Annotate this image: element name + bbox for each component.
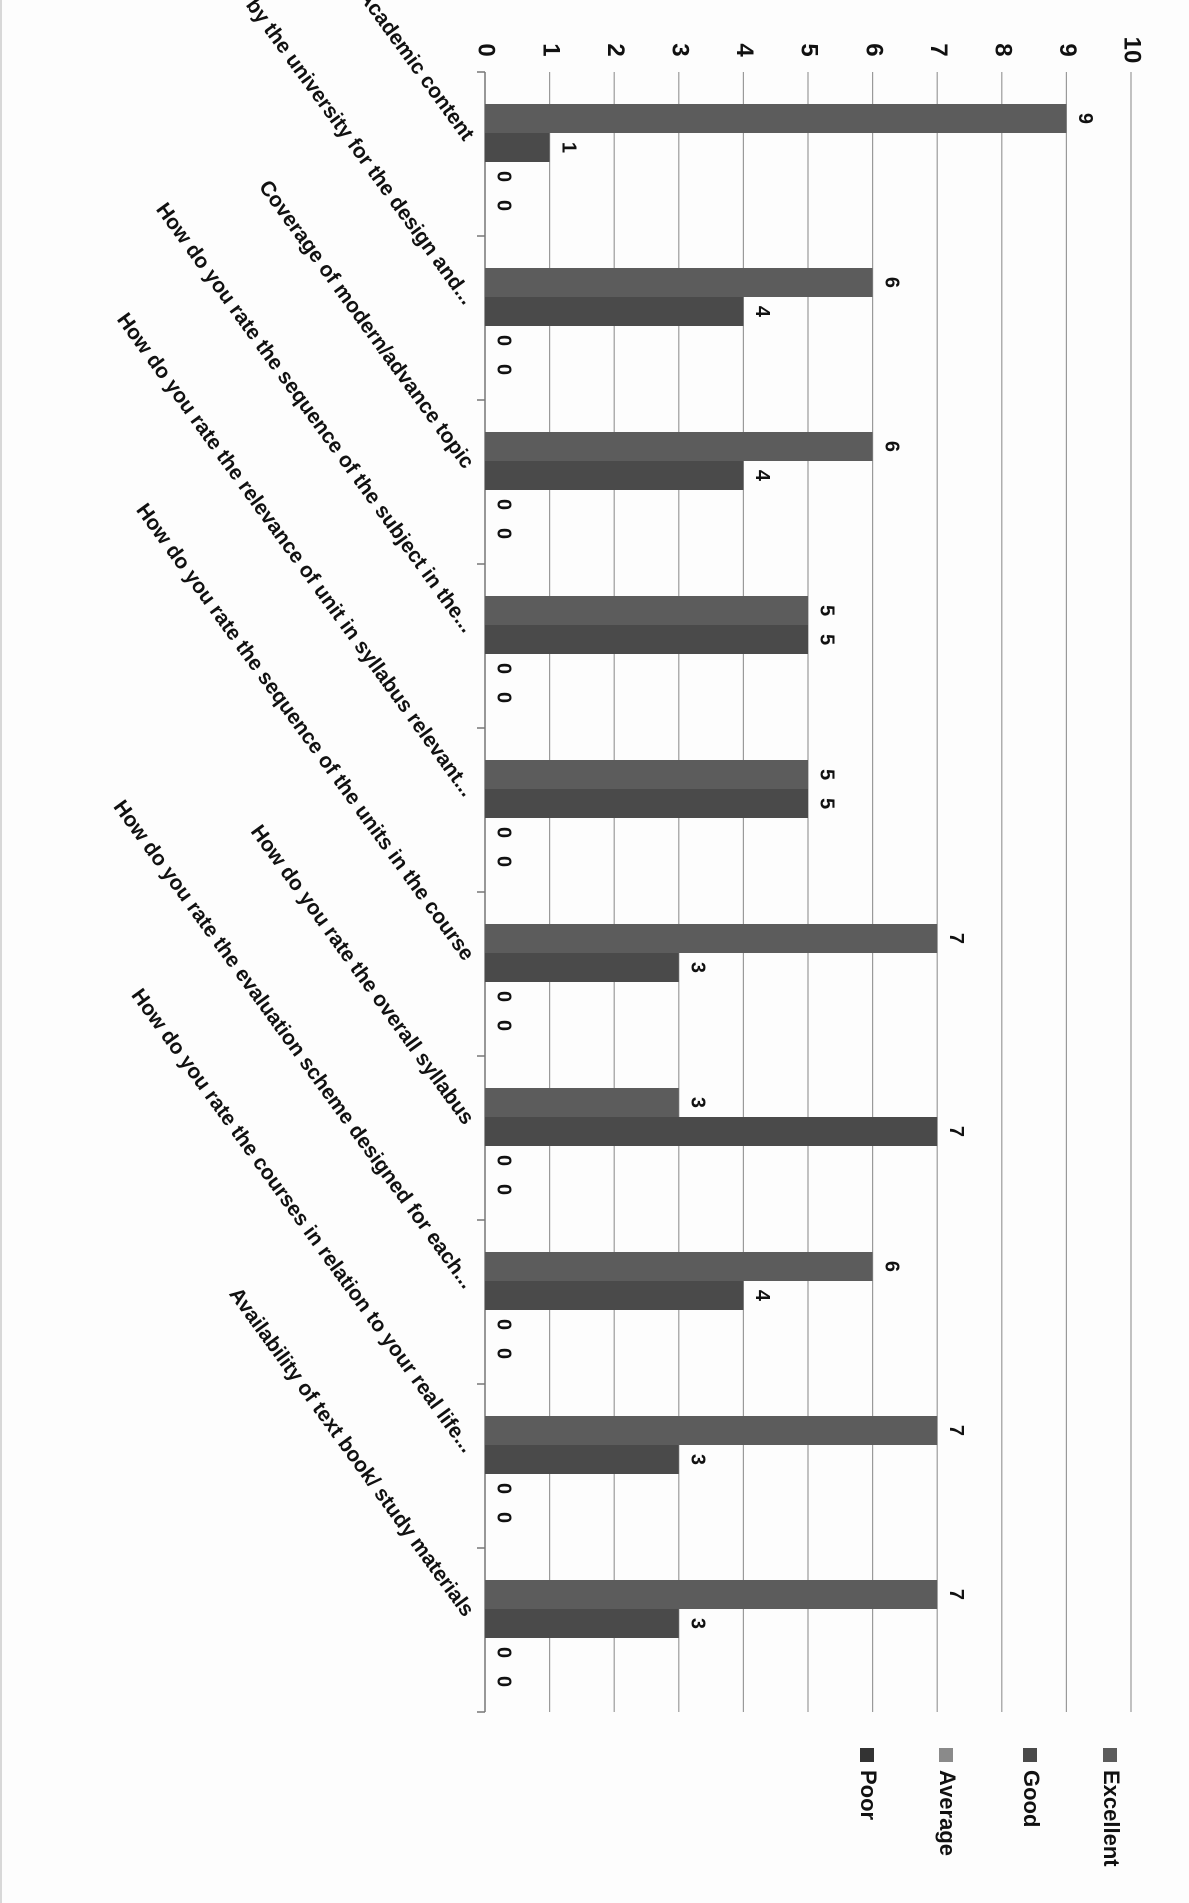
value-tick-label: 0: [473, 43, 500, 56]
data-label-excellent: 7: [945, 1425, 967, 1436]
bar-excellent: [485, 760, 808, 789]
bar-good: [485, 789, 808, 818]
data-label-excellent: 5: [816, 605, 838, 616]
value-tick-label: 5: [796, 43, 823, 56]
bar-excellent: [485, 432, 873, 461]
value-tick-label: 2: [602, 43, 629, 56]
legend-marker-good: [1023, 1748, 1037, 1762]
data-label-good: 3: [687, 962, 709, 973]
bar-good: [485, 461, 744, 490]
data-label-excellent: 9: [1074, 113, 1096, 124]
bar-excellent: [485, 1416, 938, 1445]
data-label-poor: 0: [493, 856, 515, 867]
bar-excellent: [485, 596, 808, 625]
bar-good: [485, 1445, 679, 1474]
data-label-good: 4: [751, 470, 773, 482]
data-label-average: 0: [493, 991, 515, 1002]
value-tick-label: 6: [860, 43, 887, 56]
data-label-poor: 0: [493, 364, 515, 375]
legend-label-average: Average: [935, 1770, 960, 1856]
bar-excellent: [485, 1088, 679, 1117]
bar-excellent: [485, 1580, 938, 1609]
data-label-average: 0: [493, 663, 515, 674]
data-label-average: 0: [493, 1483, 515, 1494]
data-label-excellent: 7: [945, 1589, 967, 1600]
category-label: Availability of text book/ study materia…: [224, 1283, 478, 1621]
data-label-poor: 0: [493, 1348, 515, 1359]
value-tick-label: 4: [731, 43, 758, 57]
value-tick-label: 9: [1054, 43, 1081, 56]
data-label-good: 4: [751, 306, 773, 318]
bar-good: [485, 133, 550, 162]
data-label-poor: 0: [493, 692, 515, 703]
value-tick-label: 7: [925, 43, 952, 56]
data-label-excellent: 6: [880, 441, 902, 452]
legend-label-good: Good: [1019, 1770, 1044, 1827]
value-tick-label: 8: [989, 43, 1016, 56]
value-tick-label: 3: [666, 43, 693, 56]
data-label-poor: 0: [493, 1512, 515, 1523]
data-label-good: 3: [687, 1618, 709, 1629]
bar-excellent: [485, 104, 1067, 133]
data-label-average: 0: [493, 1319, 515, 1330]
data-label-poor: 0: [493, 200, 515, 211]
value-tick-label: 10: [1119, 37, 1146, 64]
data-label-good: 7: [945, 1126, 967, 1137]
category-label: Academic content: [354, 0, 479, 145]
category-label: How do you rate the overall syllabus: [246, 821, 479, 1129]
legend-label-poor: Poor: [856, 1770, 881, 1821]
legend-marker-average: [939, 1748, 953, 1762]
data-label-excellent: 6: [880, 277, 902, 288]
data-label-average: 0: [493, 171, 515, 182]
data-label-poor: 0: [493, 1676, 515, 1687]
data-label-average: 0: [493, 1155, 515, 1166]
legend-label-excellent: Excellent: [1099, 1770, 1124, 1867]
data-label-average: 0: [493, 335, 515, 346]
bar-good: [485, 1609, 679, 1638]
data-label-good: 5: [816, 634, 838, 645]
data-label-good: 1: [557, 142, 579, 153]
data-label-excellent: 6: [880, 1261, 902, 1272]
data-label-good: 4: [751, 1290, 773, 1302]
data-label-average: 0: [493, 1647, 515, 1658]
bar-good: [485, 1117, 938, 1146]
bar-good: [485, 1281, 744, 1310]
bar-good: [485, 297, 744, 326]
data-label-good: 5: [816, 798, 838, 809]
data-label-excellent: 3: [687, 1097, 709, 1108]
legend-marker-poor: [860, 1748, 874, 1762]
data-label-average: 0: [493, 827, 515, 838]
data-label-average: 0: [493, 499, 515, 510]
data-label-excellent: 5: [816, 769, 838, 780]
bar-good: [485, 953, 679, 982]
value-tick-label: 1: [537, 43, 564, 56]
bar-good: [485, 625, 808, 654]
category-label: ...owed by the university for the design…: [196, 0, 479, 309]
data-label-excellent: 7: [945, 933, 967, 944]
data-label-poor: 0: [493, 1020, 515, 1031]
data-label-good: 3: [687, 1454, 709, 1465]
category-label: Coverage of modern/advance topic: [254, 176, 479, 473]
data-label-poor: 0: [493, 1184, 515, 1195]
bar-excellent: [485, 268, 873, 297]
bar-excellent: [485, 1252, 873, 1281]
bar-excellent: [485, 924, 938, 953]
legend-marker-excellent: [1103, 1748, 1117, 1762]
data-label-poor: 0: [493, 528, 515, 539]
